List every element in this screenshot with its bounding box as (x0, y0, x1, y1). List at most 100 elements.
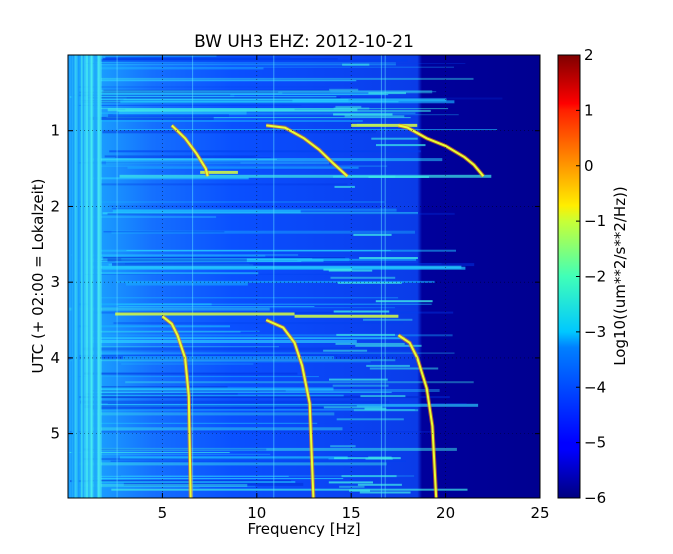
heatmap-band (97, 346, 280, 348)
heatmap-band (344, 115, 405, 118)
colorbar-tick-label: −5 (584, 434, 606, 452)
heatmap-column (88, 55, 91, 498)
track-line (397, 334, 438, 498)
track-line (171, 124, 209, 177)
heatmap-band (334, 457, 401, 460)
heatmap-column (73, 55, 76, 498)
heatmap-band (330, 445, 356, 448)
vertical-lines (116, 55, 386, 498)
heatmap-band (82, 448, 267, 451)
heatmap-band (335, 105, 362, 108)
heatmap-band (119, 361, 371, 363)
heatmap-band (102, 212, 418, 215)
heatmap-column (75, 55, 77, 498)
heatmap-band (73, 325, 230, 328)
heatmap-band (112, 263, 475, 267)
heatmap-column (83, 55, 86, 498)
heatmap-band (95, 389, 440, 392)
heatmap-band (333, 175, 396, 178)
heatmap-band (102, 266, 466, 270)
heatmap-band (76, 67, 264, 70)
colorbar-label: Log10((um**2/s**2/Hz)) (611, 186, 629, 366)
heatmap-band (69, 431, 434, 433)
heatmap-band (93, 108, 449, 110)
heatmap-band (112, 210, 301, 214)
heatmap-band (95, 55, 217, 58)
heatmap-column (94, 55, 96, 498)
heatmap-column (88, 55, 91, 498)
heatmap-band (112, 114, 459, 116)
colorbar-tick-label: 1 (584, 101, 594, 119)
heatmap-band (100, 183, 348, 186)
heatmap-band (323, 406, 383, 409)
x-tick-label: 5 (158, 504, 168, 522)
heatmap-column (92, 55, 96, 498)
heatmap-band (106, 117, 411, 119)
heatmap-band (371, 137, 418, 140)
heatmap-band (375, 300, 433, 303)
heatmap-band (353, 409, 419, 412)
heatmap-band (73, 340, 357, 343)
colorbar-tick-label: −6 (584, 489, 606, 507)
heatmap-band (93, 216, 217, 218)
heatmap-column (71, 55, 73, 498)
heatmap-band (92, 453, 271, 455)
heatmap-band (88, 391, 392, 393)
heatmap-column (82, 55, 84, 498)
colorbar-tick-label: 2 (584, 46, 594, 64)
heatmap-band (84, 273, 332, 275)
heatmap-column (98, 55, 100, 498)
heatmap-column (96, 55, 100, 498)
y-axis-label: UTC (+ 02:00 = Lokalzeit) (29, 178, 47, 373)
heatmap-band (333, 113, 393, 116)
heatmap-band (92, 331, 241, 333)
heatmap-band (116, 280, 435, 283)
colorbar-tick-label: −3 (584, 323, 606, 341)
track-line (266, 124, 349, 177)
heatmap-column (79, 55, 82, 498)
heatmap-column (94, 55, 97, 498)
heatmap-band (111, 488, 468, 491)
heatmap-column (78, 55, 80, 498)
heatmap-band (342, 63, 370, 66)
heatmap-column (71, 55, 74, 498)
y-axis-ticks: 1 2 3 4 5 (50, 122, 540, 443)
heatmap-band (81, 347, 418, 351)
heatmap-band (74, 272, 259, 275)
heatmap-column (86, 55, 88, 498)
heatmap-band (123, 482, 304, 486)
heatmap-band (74, 104, 302, 106)
heatmap-band (368, 176, 429, 178)
heatmap-column (71, 55, 75, 498)
heatmap-band (85, 334, 453, 337)
heatmap-band (125, 282, 248, 286)
y-tick-label: 2 (50, 197, 60, 215)
colorbar-tick-label: −1 (584, 212, 606, 230)
heatmap-band (79, 396, 450, 399)
heatmap-background (68, 55, 540, 498)
heatmap-band (76, 162, 241, 164)
heatmap-column (87, 55, 89, 498)
heatmap-band (83, 254, 266, 257)
tracks (161, 123, 485, 498)
heatmap-column (76, 55, 80, 498)
heatmap-band (117, 485, 256, 487)
heatmap-band (101, 386, 228, 389)
heatmap-column (89, 55, 92, 498)
heatmap-band (339, 485, 365, 488)
y-tick-label: 4 (50, 349, 60, 367)
heatmap-band (93, 94, 389, 96)
plot-area (68, 55, 540, 498)
heatmap-band (110, 460, 406, 462)
heatmap-band (94, 478, 344, 480)
heatmap-band (363, 318, 413, 321)
heatmap-band (96, 77, 474, 80)
heatmap-column (84, 55, 87, 498)
heatmap-band (84, 372, 298, 375)
track-line (161, 315, 192, 498)
heatmap-column (73, 55, 76, 498)
heatmap-band (85, 393, 238, 396)
heatmap-band (366, 364, 410, 367)
heatmap-band (353, 233, 392, 236)
